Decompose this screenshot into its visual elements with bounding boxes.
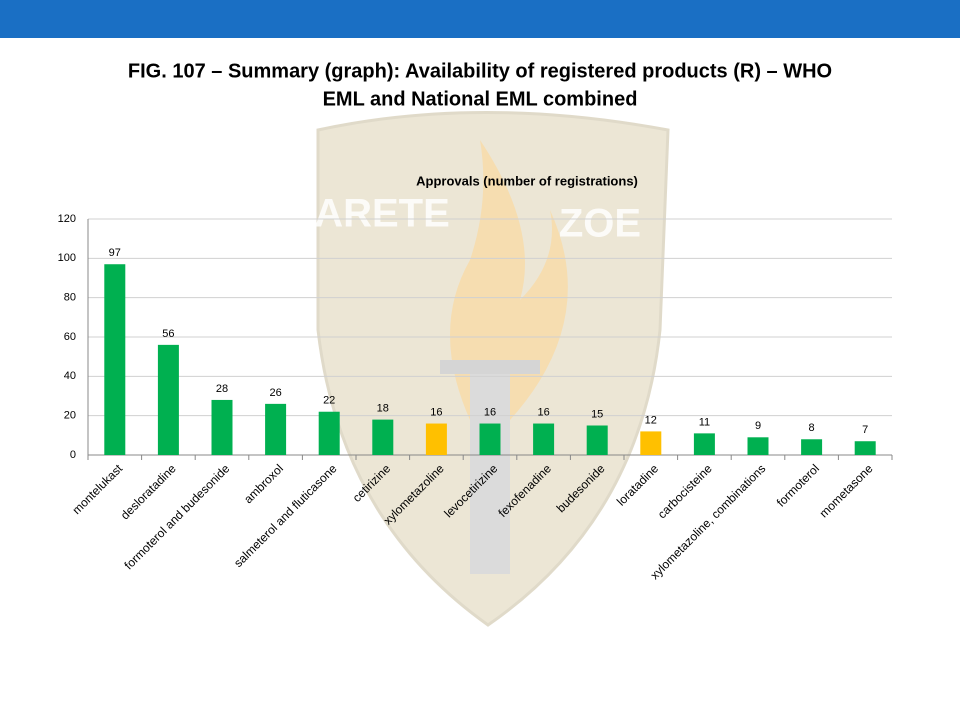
x-tick-label: formoterol [774, 461, 822, 509]
bar [211, 399, 233, 455]
y-tick-label: 100 [58, 252, 76, 264]
value-label: 9 [755, 420, 761, 432]
value-label: 16 [430, 406, 442, 418]
value-label: 8 [809, 422, 815, 434]
bar [104, 264, 126, 455]
bar [318, 411, 340, 455]
slide-title: EML and National EML combined [323, 88, 638, 110]
y-tick-label: 40 [64, 370, 76, 382]
bar [479, 423, 501, 455]
bar [747, 437, 769, 455]
bar [265, 403, 287, 455]
x-tick-label: formoterol and budesonide [122, 461, 233, 572]
watermark-logo [316, 111, 670, 627]
value-label: 26 [269, 387, 281, 399]
value-label: 97 [109, 247, 121, 259]
bar [533, 423, 555, 455]
x-tick-label: montelukast [70, 461, 126, 517]
value-label: 22 [323, 395, 335, 407]
y-tick-label: 0 [70, 449, 76, 461]
chart-title: Approvals (number of registrations) [416, 173, 638, 188]
y-tick-label: 20 [64, 410, 76, 422]
value-label: 16 [537, 406, 549, 418]
bar [640, 431, 662, 455]
bar [586, 425, 608, 455]
slide-title: FIG. 107 – Summary (graph): Availability… [128, 60, 832, 82]
value-label: 15 [591, 408, 603, 420]
value-label: 16 [484, 406, 496, 418]
y-tick-label: 120 [58, 213, 76, 225]
value-label: 28 [216, 383, 228, 395]
y-tick-label: 60 [64, 331, 76, 343]
value-label: 56 [162, 328, 174, 340]
x-tick-label: carbocisteine [655, 461, 715, 521]
bar [854, 441, 876, 455]
watermark-text: ARETE [314, 192, 450, 236]
x-tick-label: xylometazoline, combinations [648, 461, 769, 582]
x-tick-label: salmeterol and fluticasone [231, 461, 340, 570]
bar [425, 423, 447, 455]
value-label: 18 [377, 403, 389, 415]
bar [801, 439, 823, 455]
bar [157, 344, 179, 455]
header-bar [0, 0, 960, 38]
x-tick-label: ambroxol [241, 461, 286, 506]
bar [693, 433, 715, 455]
watermark-text: ZOE [559, 202, 641, 246]
value-label: 7 [862, 424, 868, 436]
value-label: 12 [645, 414, 657, 426]
value-label: 11 [699, 416, 710, 428]
y-tick-label: 80 [64, 292, 76, 304]
bar [372, 419, 394, 455]
x-tick-label: mometasone [817, 461, 876, 520]
